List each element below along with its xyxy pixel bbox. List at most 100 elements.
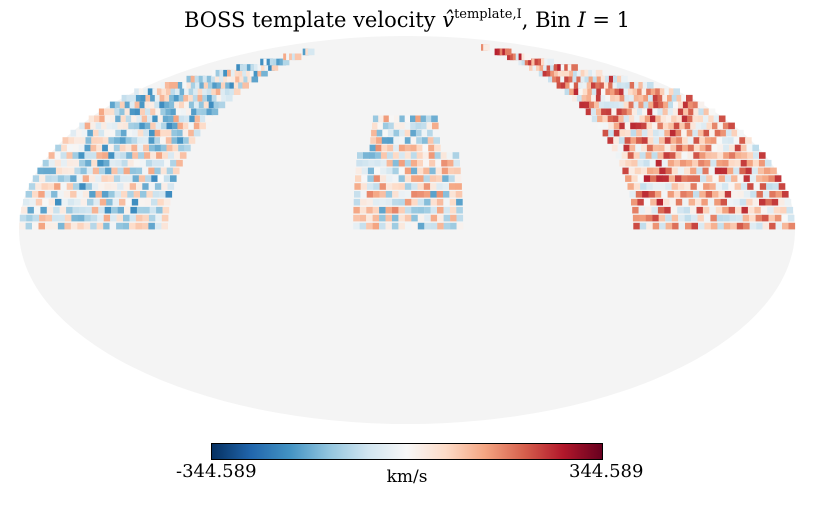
map-pixel [709, 129, 716, 137]
map-pixel [170, 159, 177, 167]
map-pixel [391, 222, 399, 230]
map-pixel [769, 222, 776, 230]
map-pixel [676, 94, 684, 102]
map-pixel [170, 88, 178, 95]
map-pixel [28, 183, 36, 190]
map-pixel [638, 206, 646, 214]
map-pixel [637, 108, 644, 116]
map-pixel [98, 108, 106, 116]
map-pixel [169, 82, 176, 89]
map-pixel [174, 101, 181, 109]
map-pixel [662, 122, 670, 130]
map-pixel [126, 152, 133, 159]
map-pixel [613, 101, 621, 109]
map-pixel [639, 152, 647, 159]
map-pixel [619, 122, 626, 130]
map-pixel [548, 75, 555, 83]
map-pixel [442, 175, 449, 182]
map-pixel [596, 88, 603, 95]
map-pixel [638, 94, 646, 102]
map-pixel [701, 122, 708, 130]
map-pixel [183, 137, 190, 144]
map-pixel [641, 88, 649, 95]
map-pixel [388, 122, 395, 130]
map-pixel [424, 214, 431, 222]
map-pixel [138, 198, 145, 206]
map-pixel [746, 159, 754, 167]
map-pixel [124, 206, 131, 214]
map-pixel [159, 101, 166, 109]
map-pixel [756, 222, 763, 230]
map-pixel [361, 167, 369, 175]
map-pixel [634, 167, 642, 175]
map-pixel [146, 191, 153, 198]
map-pixel [658, 214, 666, 222]
title-prefix: BOSS template velocity [183, 8, 443, 32]
map-pixel [619, 88, 626, 95]
map-pixel [671, 167, 679, 175]
map-pixel [271, 64, 279, 71]
map-pixel [628, 115, 636, 123]
map-pixel [214, 75, 222, 83]
map-pixel [550, 64, 557, 71]
map-pixel [404, 129, 412, 137]
map-pixel [26, 214, 33, 222]
map-pixel [686, 191, 694, 198]
map-pixel [727, 198, 734, 206]
map-pixel [696, 206, 704, 214]
map-pixel [653, 167, 660, 175]
map-pixel [417, 206, 425, 214]
map-pixel [114, 101, 122, 109]
map-pixel [431, 115, 438, 123]
sky-map [19, 36, 796, 424]
map-pixel [172, 167, 180, 175]
map-pixel [636, 137, 643, 144]
map-pixel [197, 94, 205, 102]
map-pixel [747, 183, 754, 190]
map-pixel [646, 144, 654, 152]
map-pixel [372, 206, 380, 214]
map-pixel [282, 58, 290, 66]
map-pixel [184, 101, 191, 109]
map-pixel [717, 122, 724, 130]
map-pixel [227, 75, 234, 83]
map-pixel [411, 183, 418, 190]
map-pixel [107, 144, 115, 152]
map-pixel [690, 167, 697, 175]
map-pixel [103, 214, 111, 222]
map-pixel [377, 122, 384, 130]
map-pixel [138, 152, 145, 159]
map-pixel [762, 175, 769, 182]
map-pixel [581, 94, 589, 102]
map-pixel [740, 159, 748, 167]
map-pixel [23, 198, 30, 206]
map-pixel [734, 144, 742, 152]
map-pixel [166, 144, 174, 152]
map-pixel [773, 206, 781, 214]
map-pixel [227, 69, 234, 77]
map-pixel [584, 101, 591, 109]
map-pixel [197, 88, 205, 95]
map-pixel [710, 137, 718, 144]
map-pixel [764, 167, 771, 175]
map-pixel [72, 152, 80, 159]
map-pixel [216, 82, 224, 89]
map-pixel [687, 152, 694, 159]
map-pixel [615, 152, 623, 159]
map-pixel [80, 167, 88, 175]
map-pixel [643, 94, 650, 102]
map-pixel [676, 144, 683, 152]
map-pixel [205, 115, 212, 123]
map-pixel [172, 144, 179, 152]
map-pixel [778, 183, 786, 190]
map-pixel [449, 191, 456, 198]
map-pixel [404, 159, 412, 167]
map-pixel [662, 108, 670, 116]
map-pixel [392, 183, 399, 190]
map-pixel [143, 206, 150, 214]
map-pixel [42, 198, 49, 206]
map-pixel [353, 206, 360, 214]
map-pixel [71, 214, 78, 222]
map-pixel [125, 137, 133, 144]
map-pixel [52, 214, 59, 222]
